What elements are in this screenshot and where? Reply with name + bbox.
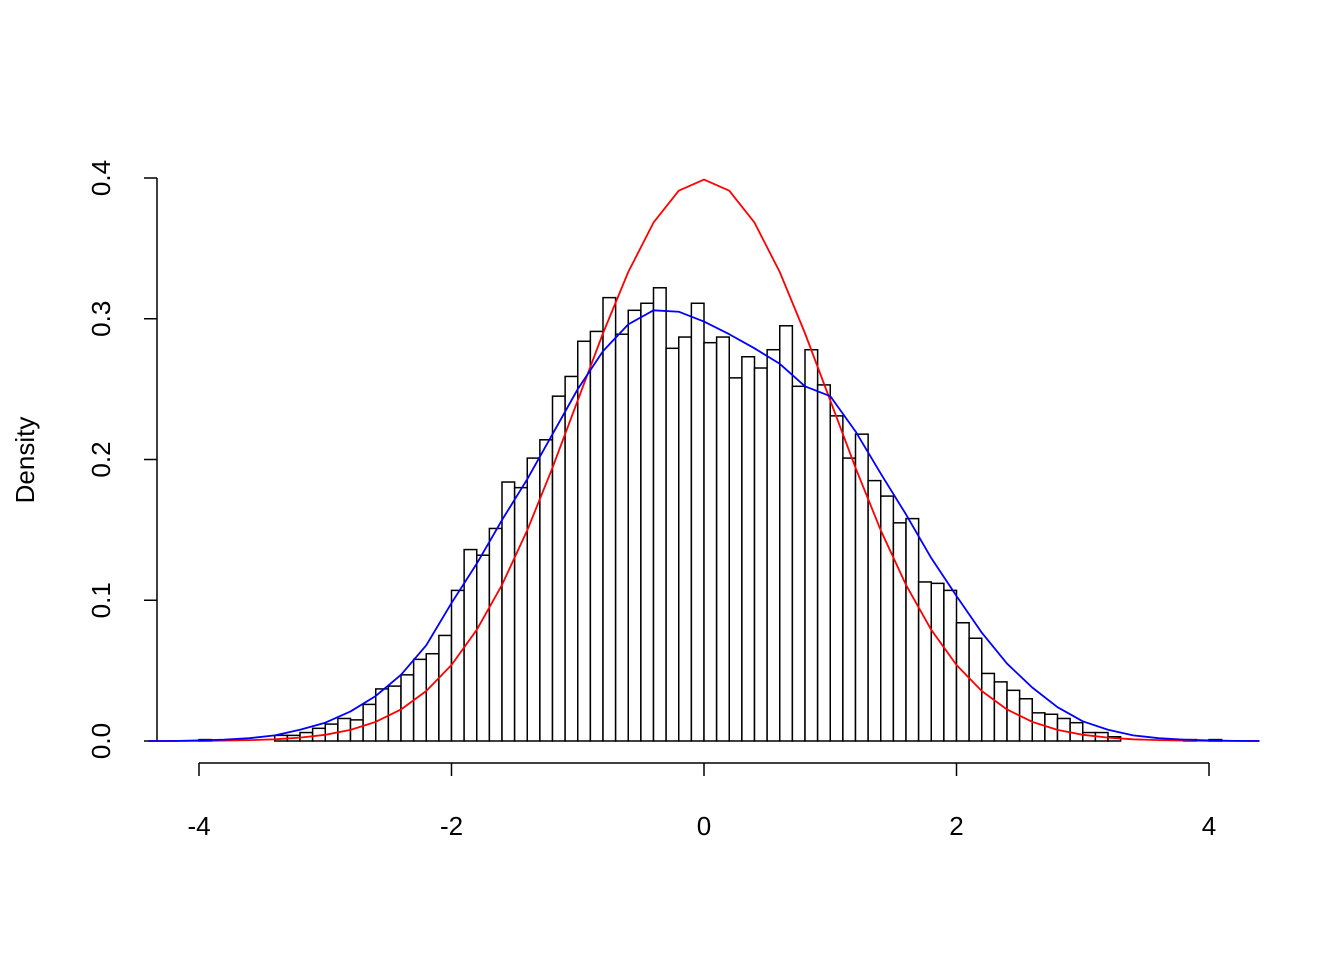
y-tick-label: 0.3 <box>86 301 116 337</box>
bar <box>816 384 831 742</box>
bar <box>690 302 705 742</box>
y-tick-label: 0.1 <box>86 582 116 618</box>
y-tick-label: 0.2 <box>86 441 116 477</box>
bar <box>627 309 642 742</box>
bar <box>981 672 996 742</box>
y-axis-label: Density <box>10 417 40 504</box>
bar <box>905 517 920 742</box>
bar <box>476 554 491 742</box>
bar <box>791 385 806 742</box>
bar <box>779 325 794 742</box>
bar <box>551 395 566 742</box>
bar <box>412 658 427 742</box>
bar <box>842 457 857 742</box>
x-tick-label: 2 <box>949 811 963 841</box>
bar <box>829 415 844 742</box>
bar <box>766 348 781 742</box>
bar <box>450 589 465 742</box>
bar <box>993 681 1008 742</box>
x-tick-label: 0 <box>697 811 711 841</box>
bar <box>867 479 882 742</box>
bar <box>526 457 541 742</box>
bar <box>854 433 869 742</box>
bar <box>614 333 629 742</box>
bar <box>589 330 604 742</box>
bar <box>1031 712 1046 742</box>
bar <box>513 486 528 742</box>
density-curve <box>148 309 1260 742</box>
bar <box>930 582 945 742</box>
bar <box>640 302 655 742</box>
bar <box>955 622 970 742</box>
x-tick-label: -4 <box>187 811 210 841</box>
bar <box>602 296 617 742</box>
bar <box>438 634 453 742</box>
x-tick-label: 4 <box>1202 811 1216 841</box>
x-tick-label: -2 <box>440 811 463 841</box>
bar <box>349 719 364 742</box>
bar <box>425 652 440 742</box>
bar <box>892 522 907 742</box>
bar <box>665 347 680 742</box>
bar <box>488 527 503 742</box>
bar <box>652 287 667 742</box>
bar <box>804 348 819 742</box>
bar <box>375 688 390 742</box>
bar <box>501 481 516 742</box>
bar <box>577 340 592 742</box>
bar <box>1018 698 1033 742</box>
density-curve <box>148 178 1260 742</box>
bar <box>753 367 768 742</box>
bar <box>678 336 693 742</box>
y-tick-label: 0.4 <box>86 160 116 196</box>
bar <box>715 336 730 742</box>
bar <box>703 341 718 742</box>
bar <box>741 356 756 742</box>
bar <box>917 581 932 742</box>
y-tick-label: 0.0 <box>86 723 116 759</box>
bar <box>943 589 958 742</box>
bar <box>728 377 743 742</box>
